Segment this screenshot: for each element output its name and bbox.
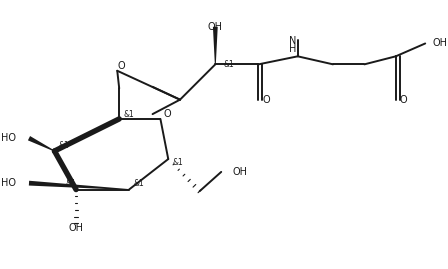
Text: OH: OH (69, 223, 84, 233)
Text: &1: &1 (66, 179, 77, 188)
Text: O: O (263, 95, 270, 105)
Text: H: H (289, 44, 297, 54)
Text: HO: HO (0, 178, 16, 188)
Text: O: O (164, 109, 171, 119)
Polygon shape (28, 136, 55, 151)
Text: OH: OH (208, 22, 223, 32)
Text: O: O (117, 61, 125, 71)
Text: &1: &1 (172, 158, 183, 167)
Polygon shape (29, 181, 129, 190)
Text: &1: &1 (59, 141, 69, 150)
Text: &1: &1 (124, 109, 134, 119)
Text: N: N (289, 36, 297, 46)
Text: OH: OH (433, 38, 448, 48)
Text: &1: &1 (134, 179, 144, 188)
Text: OH: OH (233, 167, 248, 177)
Text: &1: &1 (224, 60, 234, 69)
Polygon shape (213, 27, 218, 64)
Text: HO: HO (0, 133, 16, 143)
Text: O: O (400, 95, 407, 105)
